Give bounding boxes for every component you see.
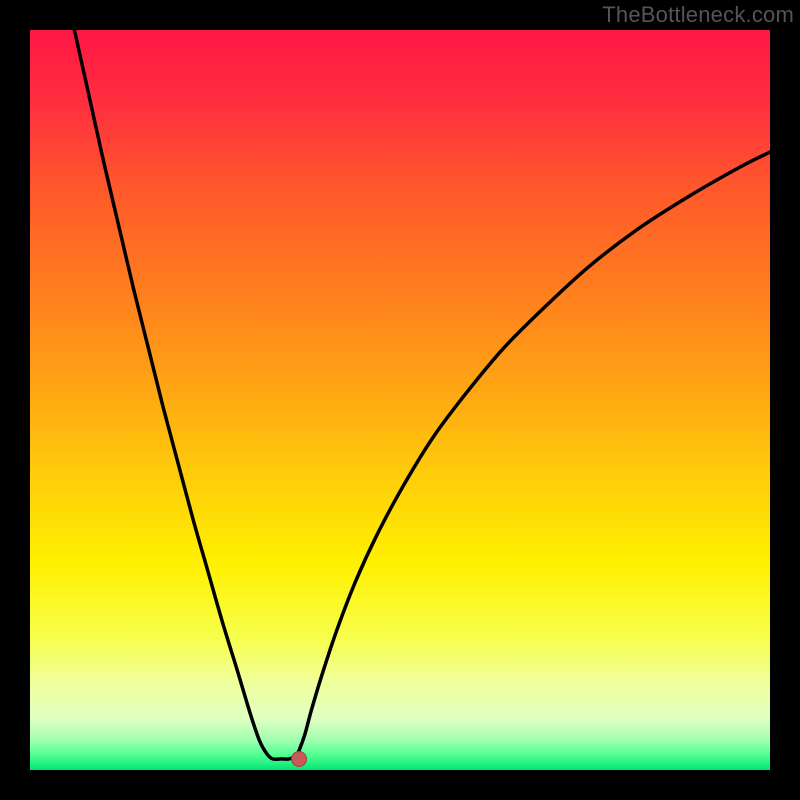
- attribution-text: TheBottleneck.com: [596, 0, 800, 30]
- bottleneck-curve: [74, 30, 770, 759]
- chart-frame: TheBottleneck.com: [0, 0, 800, 800]
- plot-area: [30, 30, 770, 770]
- optimal-point-marker: [291, 751, 307, 767]
- curve-layer: [30, 30, 770, 770]
